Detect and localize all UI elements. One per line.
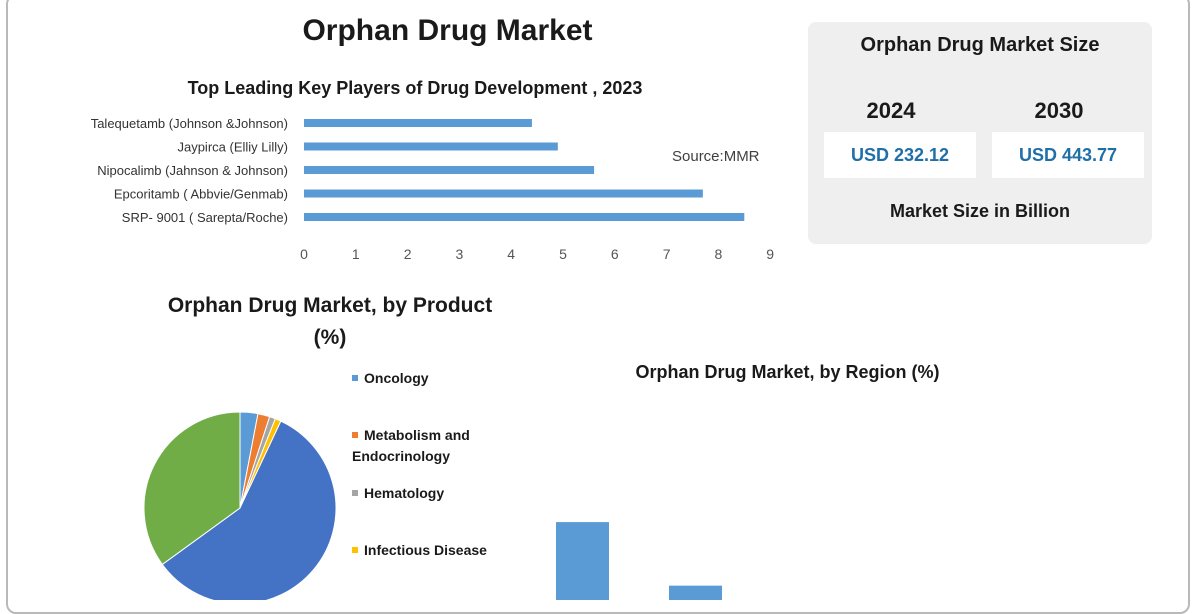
key-players-chart-title: Top Leading Key Players of Drug Developm… — [187, 78, 643, 98]
region-chart-title: Orphan Drug Market, by Region (%) — [635, 362, 940, 382]
legend-swatch — [352, 375, 358, 381]
region-bar-2 — [669, 585, 722, 600]
value-2024-badge: USD 232.12 — [824, 132, 976, 178]
x-tick-label: 0 — [300, 246, 308, 262]
legend-label: Oncology — [364, 370, 429, 386]
bar-5 — [304, 213, 745, 221]
legend-item-infectious-disease: Infectious Disease — [352, 540, 512, 561]
x-tick-label: 2 — [404, 246, 412, 262]
year-2024-label: 2024 — [866, 98, 916, 123]
market-size-title: Orphan Drug Market Size — [860, 34, 1100, 56]
category-label: Jaypirca (Elliy Lilly) — [177, 140, 288, 155]
market-size-panel: Orphan Drug Market Size 2024 2030 USD 23… — [808, 22, 1152, 244]
value-2030-badge: USD 443.77 — [992, 132, 1144, 178]
region-bar-1 — [556, 522, 609, 600]
x-tick-label: 6 — [611, 246, 619, 262]
legend-swatch — [352, 490, 358, 496]
bar-1 — [304, 119, 532, 127]
x-tick-label: 9 — [766, 246, 774, 262]
legend-swatch — [352, 432, 358, 438]
source-label: Source:MMR — [672, 148, 760, 165]
category-label: Talequetamb (Johnson &Johnson) — [91, 116, 288, 131]
legend-item-oncology: Oncology — [352, 368, 512, 389]
legend-label: Metabolism and Endocrinology — [352, 427, 470, 464]
legend-swatch — [352, 547, 358, 553]
bar-3 — [304, 166, 595, 174]
year-2030-label: 2030 — [1034, 98, 1084, 123]
category-label: Nipocalimb (Jahnson & Johnson) — [97, 163, 288, 178]
market-size-unit-label: Market Size in Billion — [889, 201, 1071, 221]
category-label: SRP- 9001 ( Sarepta/Roche) — [122, 210, 288, 225]
x-tick-label: 4 — [507, 246, 515, 262]
x-tick-label: 8 — [715, 246, 723, 262]
category-label: Epcoritamb ( Abbvie/Genmab) — [114, 187, 288, 202]
pie-slice-6 — [143, 411, 241, 566]
page-title: Orphan Drug Market — [302, 14, 593, 47]
legend-item-hematology: Hematology — [352, 483, 512, 504]
x-tick-label: 7 — [663, 246, 671, 262]
x-tick-label: 5 — [559, 246, 567, 262]
x-tick-label: 3 — [456, 246, 464, 262]
legend-item-metabolism: Metabolism and Endocrinology — [352, 425, 512, 467]
bar-2 — [304, 142, 558, 151]
product-pie-title: Orphan Drug Market, by Product (%) — [167, 294, 493, 349]
x-tick-label: 1 — [352, 246, 360, 262]
legend-label: Hematology — [364, 485, 445, 501]
legend-label: Infectious Disease — [364, 542, 487, 558]
bar-4 — [304, 189, 703, 198]
charts-canvas: Talequetamb (Johnson &Johnson) Jaypirca (… — [91, 116, 774, 600]
pie-slice-5 — [161, 420, 337, 600]
